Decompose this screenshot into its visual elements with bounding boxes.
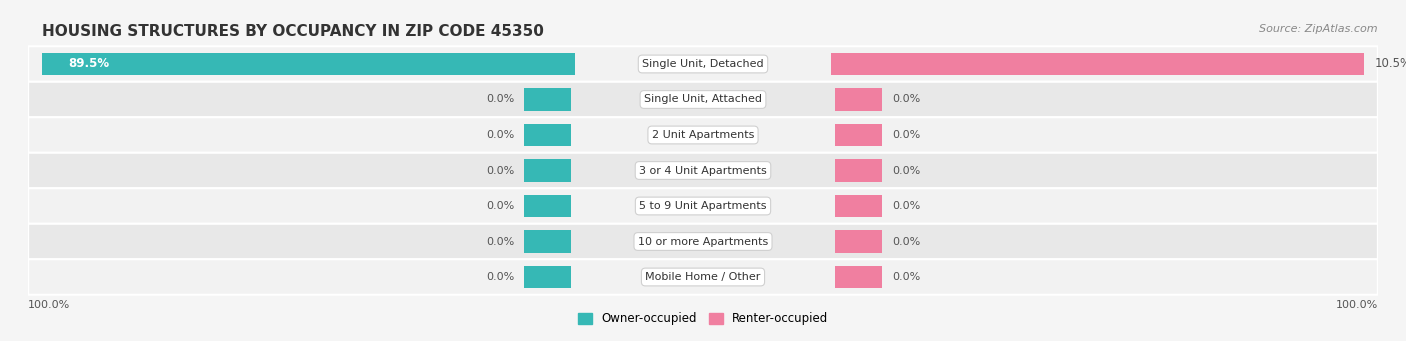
Text: 0.0%: 0.0%	[486, 165, 515, 176]
FancyBboxPatch shape	[28, 153, 1378, 188]
Text: 0.0%: 0.0%	[891, 272, 920, 282]
Bar	[524, 195, 571, 217]
Bar	[524, 89, 571, 110]
Text: Source: ZipAtlas.com: Source: ZipAtlas.com	[1260, 24, 1378, 34]
Text: Single Unit, Detached: Single Unit, Detached	[643, 59, 763, 69]
FancyBboxPatch shape	[28, 46, 1378, 82]
Text: 0.0%: 0.0%	[486, 237, 515, 247]
Bar	[835, 89, 882, 110]
Text: HOUSING STRUCTURES BY OCCUPANCY IN ZIP CODE 45350: HOUSING STRUCTURES BY OCCUPANCY IN ZIP C…	[42, 24, 544, 39]
Text: 10 or more Apartments: 10 or more Apartments	[638, 237, 768, 247]
Text: 0.0%: 0.0%	[891, 130, 920, 140]
FancyBboxPatch shape	[28, 188, 1378, 224]
Text: 5 to 9 Unit Apartments: 5 to 9 Unit Apartments	[640, 201, 766, 211]
Text: 100.0%: 100.0%	[28, 300, 70, 310]
FancyBboxPatch shape	[28, 82, 1378, 117]
Text: 0.0%: 0.0%	[486, 130, 515, 140]
Text: 0.0%: 0.0%	[486, 94, 515, 104]
Bar	[524, 124, 571, 146]
FancyBboxPatch shape	[28, 224, 1378, 259]
Text: Single Unit, Attached: Single Unit, Attached	[644, 94, 762, 104]
Text: 0.0%: 0.0%	[486, 272, 515, 282]
Bar	[835, 124, 882, 146]
Bar	[524, 231, 571, 252]
Text: 0.0%: 0.0%	[891, 165, 920, 176]
Bar	[42, 53, 575, 75]
Text: 0.0%: 0.0%	[891, 201, 920, 211]
Bar	[835, 266, 882, 288]
Text: 3 or 4 Unit Apartments: 3 or 4 Unit Apartments	[640, 165, 766, 176]
Bar	[835, 160, 882, 181]
FancyBboxPatch shape	[28, 117, 1378, 153]
Text: 2 Unit Apartments: 2 Unit Apartments	[652, 130, 754, 140]
Bar	[831, 53, 1364, 75]
FancyBboxPatch shape	[28, 259, 1378, 295]
Legend: Owner-occupied, Renter-occupied: Owner-occupied, Renter-occupied	[578, 312, 828, 325]
Text: 89.5%: 89.5%	[69, 58, 110, 71]
Bar	[835, 231, 882, 252]
Bar	[835, 195, 882, 217]
Text: 0.0%: 0.0%	[891, 237, 920, 247]
Text: 10.5%: 10.5%	[1375, 58, 1406, 71]
Text: 0.0%: 0.0%	[486, 201, 515, 211]
Text: 100.0%: 100.0%	[1336, 300, 1378, 310]
Bar	[524, 160, 571, 181]
Text: 0.0%: 0.0%	[891, 94, 920, 104]
Bar	[524, 266, 571, 288]
Text: Mobile Home / Other: Mobile Home / Other	[645, 272, 761, 282]
